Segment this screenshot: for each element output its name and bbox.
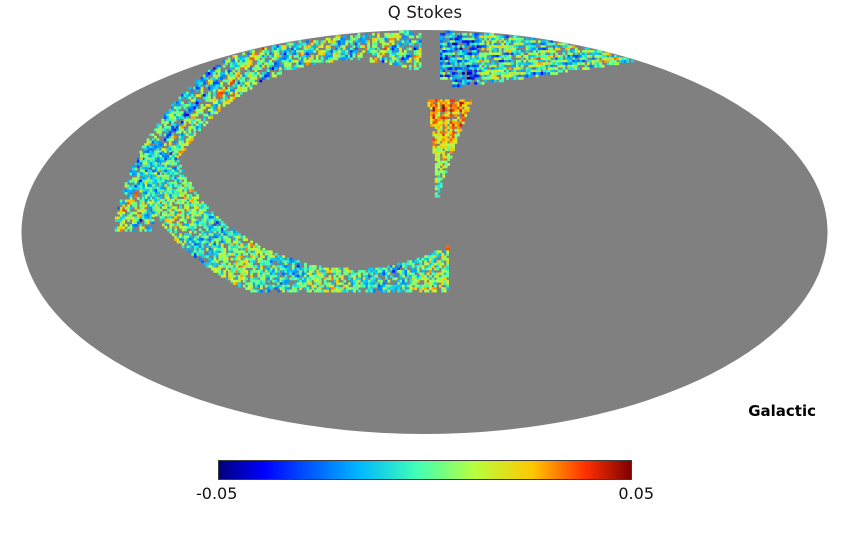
colorbar: -0.05 0.05 (196, 460, 654, 522)
colorbar-min-tick-label: -0.05 (196, 484, 238, 503)
mollweide-sky-svg (21, 30, 828, 434)
central-funnel-region (427, 99, 472, 198)
colorbar-max-tick-label: 0.05 (618, 484, 654, 503)
scan-band-lower (140, 152, 449, 293)
scan-band-upper-left (114, 30, 422, 232)
sky-disk-masked (21, 30, 828, 434)
colorbar-gradient (218, 460, 632, 480)
scan-patch-upper-right (440, 30, 634, 88)
sky-map-projection (21, 30, 828, 434)
page-title: Q Stokes (387, 3, 463, 22)
coordinate-system-label: Galactic (748, 402, 816, 420)
